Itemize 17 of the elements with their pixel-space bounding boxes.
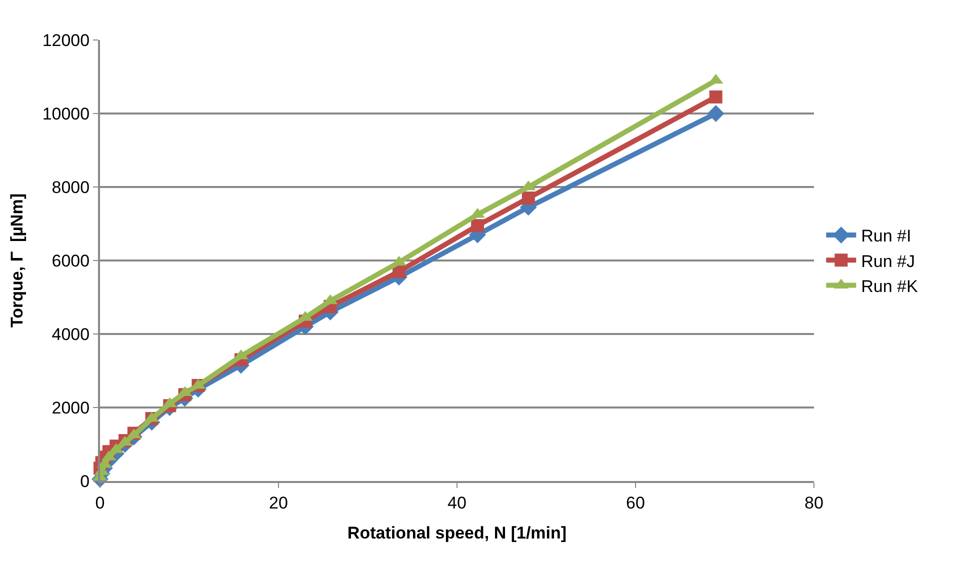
y-axis-title: Torque, Γ [µNm] (7, 194, 26, 328)
x-tick-label: 40 (448, 493, 466, 512)
y-tick-label: 12000 (42, 30, 90, 50)
y-tick-label: 0 (80, 472, 90, 491)
x-tick-label: 20 (269, 493, 288, 512)
y-tick-label: 10000 (42, 104, 90, 124)
y-tick-label: 2000 (52, 398, 90, 418)
legend-label: Run #I (861, 226, 912, 246)
x-tick-label: 80 (804, 493, 824, 512)
x-axis-title: Rotational speed, N [1/min] (347, 523, 567, 542)
legend-label: Run #K (861, 276, 919, 296)
y-tick-label: 8000 (52, 178, 90, 197)
legend-label: Run #J (861, 252, 916, 271)
x-tick-label: 60 (626, 493, 645, 512)
y-tick-label: 4000 (52, 324, 90, 344)
x-tick-label: 0 (95, 493, 105, 512)
y-tick-label: 6000 (52, 251, 90, 270)
